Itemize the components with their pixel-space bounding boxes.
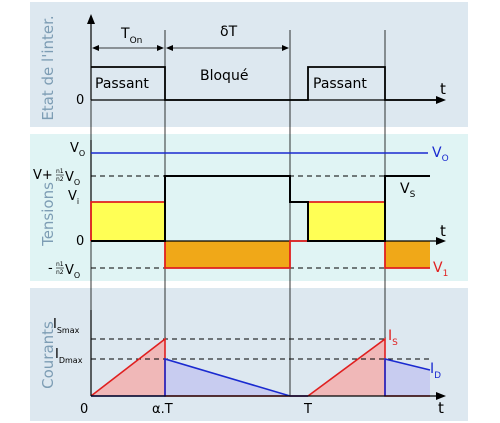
- vi-yellow-area-1: [91, 202, 165, 241]
- state-off-label: Bloqué: [200, 68, 248, 84]
- current-panel-bg: [30, 288, 468, 421]
- state-y-arrow: [87, 14, 95, 24]
- state-panel-bg: [30, 2, 468, 127]
- state-waveform: [91, 66, 436, 101]
- vo-right-label: VO: [432, 145, 449, 164]
- voltage-panel-label: Tensions: [39, 182, 57, 247]
- vplus-vo-label: VO: [65, 170, 80, 187]
- voltage-x-arrow: [436, 237, 446, 245]
- deltat-arrow-right: [282, 45, 289, 51]
- state-panel-label: Etat de l'inter.: [39, 15, 57, 120]
- state-zero-label: 0: [76, 93, 84, 108]
- idmax-tick-label: IDmax: [55, 347, 83, 365]
- voltage-zero-label: 0: [76, 234, 84, 249]
- ton-arrow-right: [157, 45, 164, 51]
- vs-waveform: [91, 175, 430, 242]
- current-x-arrow: [436, 392, 446, 400]
- voltage-t-label: t: [440, 222, 446, 240]
- vo-tick-label: VO: [70, 141, 85, 158]
- state-on-label-2: Passant: [313, 76, 367, 92]
- vi-yellow-area-2: [308, 202, 385, 241]
- id-waveform-2: [384, 357, 431, 396]
- v1-orange-area-2: [385, 241, 430, 268]
- id-right-label: ID: [430, 361, 441, 381]
- vminus-sign: -: [48, 261, 53, 276]
- deltat-label: δT: [220, 24, 238, 40]
- state-on-label-1: Passant: [95, 76, 149, 92]
- current-t-label: t: [438, 399, 444, 417]
- time-tick-T: T: [303, 402, 312, 417]
- vplus-ratio-den: n2: [56, 176, 64, 183]
- vminus-vo-label: VO: [65, 263, 80, 280]
- ismax-tick-label: ISmax: [53, 317, 80, 335]
- v1-right-label: V1: [433, 260, 448, 279]
- state-t-label: t: [440, 80, 446, 98]
- id-area-2: [385, 359, 430, 396]
- is-right-label: IS: [388, 328, 398, 348]
- ton-label: TOn: [120, 26, 142, 46]
- vminus-ratio-den: n2: [56, 269, 64, 276]
- time-tick-0: 0: [80, 402, 88, 417]
- current-panel-label: Courants: [39, 321, 57, 389]
- vi-tick-label: Vi: [68, 189, 79, 206]
- v1-orange-area-1: [165, 241, 290, 268]
- deltat-arrow-left: [166, 45, 173, 51]
- ton-arrow-left: [92, 45, 99, 51]
- state-x-arrow: [436, 96, 446, 104]
- vs-right-label: VS: [400, 181, 416, 200]
- vplus-ratio-num: n1: [56, 168, 64, 175]
- vplus-tick-label: V+: [33, 168, 53, 183]
- vminus-ratio-num: n1: [56, 261, 64, 268]
- time-tick-aT: α.T: [152, 402, 173, 417]
